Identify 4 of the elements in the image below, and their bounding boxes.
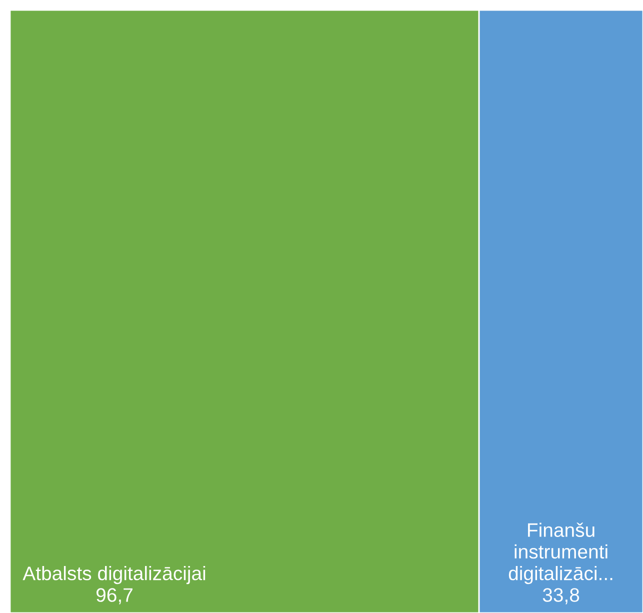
category-label: Atbalsts digitalizācijai: [22, 566, 206, 584]
data-label: 33,8: [542, 588, 580, 604]
data-label: 96,7: [96, 588, 132, 604]
category-label: Finanšu instrumenti digitalizāci...: [508, 522, 612, 584]
